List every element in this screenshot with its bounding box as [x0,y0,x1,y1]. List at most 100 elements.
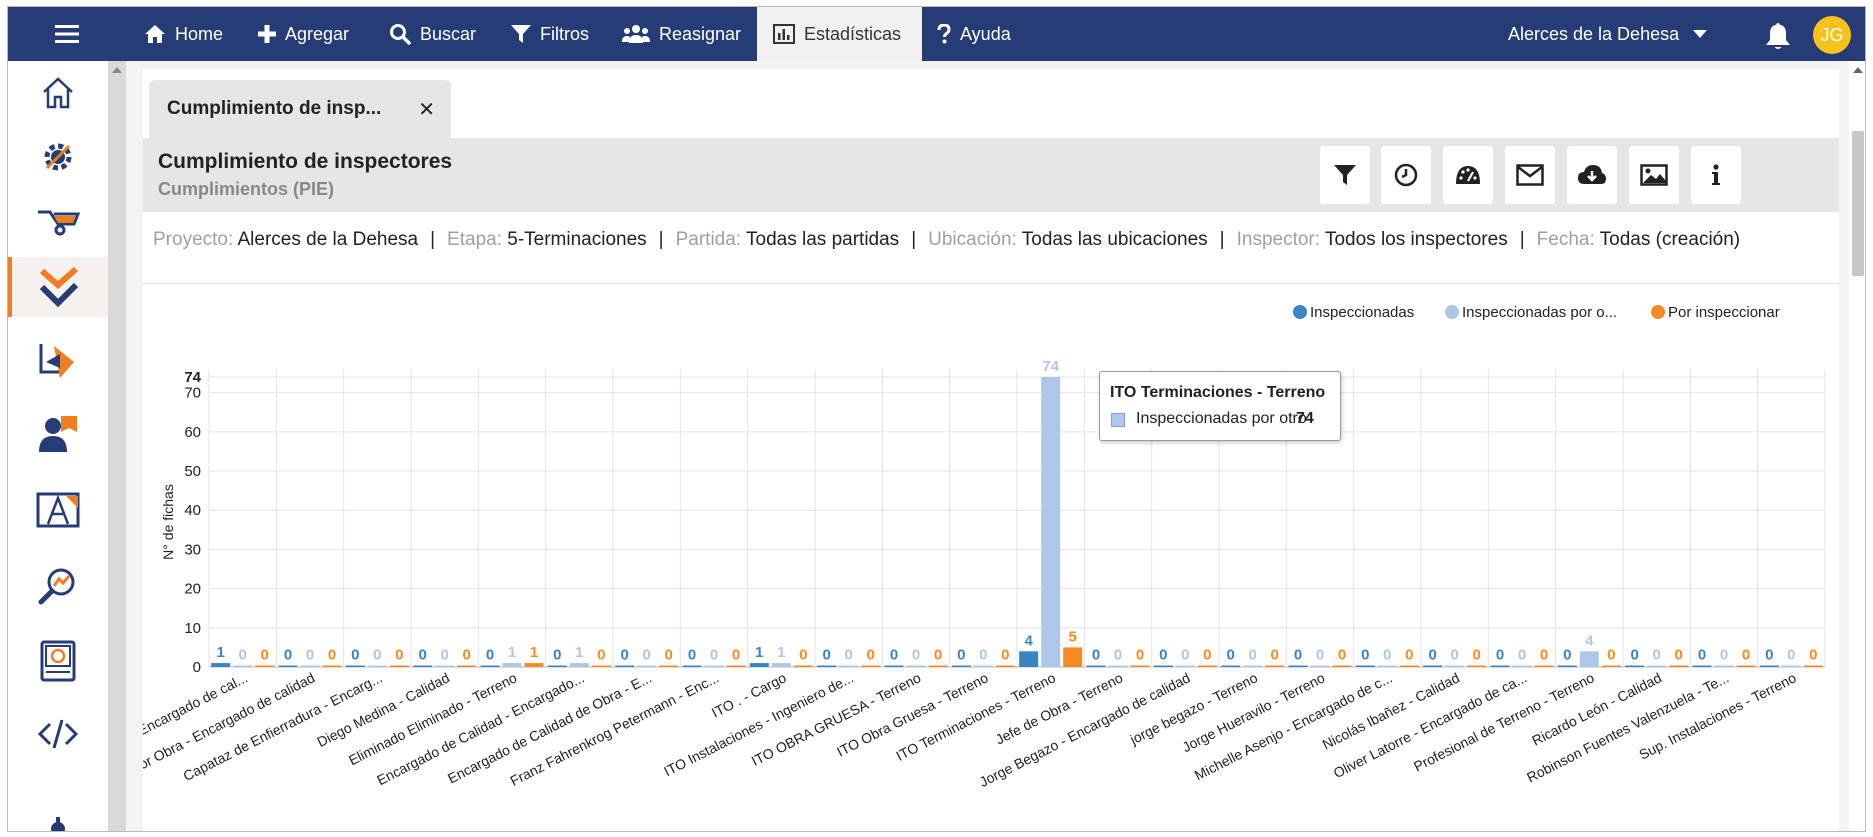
sidebar-item-users[interactable] [8,405,108,465]
bar-value-label: 0 [732,647,740,664]
bar-1 [502,663,522,667]
menu-icon[interactable] [8,7,126,61]
bar-1 [1243,665,1263,667]
bar-value-label: 1 [755,644,763,661]
filter-date-value: Todas (creación) [1599,229,1741,250]
filter-item-key: Partida: [675,229,742,250]
bar-0 [1692,665,1712,667]
filter-inspector-value: Todos los inspectores [1324,229,1508,250]
bar-value-label: 0 [1450,647,1458,664]
notifications-bell-icon[interactable] [1763,21,1793,56]
sidebar-item-inspections[interactable] [8,257,108,317]
tooltip-swatch [1111,413,1125,427]
avatar[interactable]: JG [1813,16,1851,54]
sidebar-item-settings[interactable] [8,127,108,187]
bar-1 [973,665,993,667]
report-header: Cumplimiento de inspectores Cumplimiento… [143,138,1839,212]
bar-value-label: 0 [1765,647,1773,664]
nav-home[interactable]: Home [144,7,223,61]
filter-location-key: Ubicación: [928,229,1017,250]
legend-label: Inspeccionadas [1310,304,1414,321]
nav-agregar[interactable]: Agregar [258,7,349,61]
legend-marker [1651,305,1665,319]
scrollbar-thumb[interactable] [1852,131,1864,276]
bar-1 [839,665,859,667]
filter-inspector-key: Inspector: [1236,229,1321,250]
bar-1 [1445,665,1465,667]
nav-estadisticas-label: Estadísticas [804,23,902,44]
envelope-icon [1516,164,1544,186]
bar-0 [345,665,365,667]
history-button[interactable] [1381,146,1431,204]
y-axis-label: N° de fichas [160,484,176,560]
close-icon[interactable]: ✕ [418,99,435,121]
bar-value-label: 0 [238,647,246,664]
bar-0 [413,665,433,667]
bar-value-label: 0 [260,647,268,664]
code-icon [37,719,79,749]
bar-0 [1490,665,1510,667]
sidebar-item-more[interactable] [8,781,108,831]
bar-value-label: 0 [1405,647,1413,664]
tab-cumplimiento[interactable]: Cumplimiento de insp... ✕ [149,80,451,138]
sidebar-scrollbar[interactable] [108,61,126,831]
question-icon [937,24,951,44]
bar-value-label: 0 [1181,647,1189,664]
bar-0 [1221,665,1241,667]
bar-value-label: 0 [1226,647,1234,664]
bar-value-label: 0 [1248,647,1256,664]
filter-location-value: Todas las ubicaciones [1021,229,1208,250]
bar-1 [367,665,387,667]
nav-estadisticas[interactable]: Estadísticas [757,7,922,61]
sidebar-item-developer[interactable] [8,704,108,764]
filter-icon [1334,165,1356,185]
y-tick-label: 50 [184,463,201,480]
bar-value-label: 0 [1361,647,1369,664]
bar-value-label: 0 [440,647,448,664]
nav-ayuda[interactable]: Ayuda [937,7,1011,61]
sidebar-item-budget[interactable] [8,631,108,691]
bar-value-label: 0 [1809,647,1817,664]
bar-1 [1108,665,1128,667]
sidebar-item-home[interactable] [8,63,108,123]
content-scrollbar[interactable] [1849,61,1865,831]
info-button[interactable] [1691,146,1741,204]
search-icon [390,24,411,45]
filter-summary: Proyecto: Alerces de la Dehesa | Etapa: 5-… [143,212,1839,284]
bar-0 [1355,665,1375,667]
bar-value-label: 0 [1630,647,1638,664]
filter-button[interactable] [1320,146,1370,204]
bar-value-label: 0 [1136,647,1144,664]
sidebar-item-construction[interactable] [8,190,108,250]
y-tick-label: 20 [184,581,201,598]
nav-buscar[interactable]: Buscar [389,7,476,61]
nav-reasignar[interactable]: Reasignar [622,7,741,61]
bar-value-label: 0 [1742,647,1750,664]
bar-value-label: 0 [1698,647,1706,664]
bar-2 [1669,665,1689,667]
dashboard-button[interactable] [1443,146,1493,204]
bar-chart-icon [773,24,795,44]
bar-value-label: 0 [1203,647,1211,664]
bar-value-label: 0 [395,647,403,664]
bar-value-label: 1 [530,644,538,661]
top-nav: Home Agregar Buscar Filtros Reasignar Es… [8,7,1865,61]
tooltip-value: 74 [1296,410,1314,427]
project-selector[interactable]: Alerces de la Dehesa [1508,7,1708,61]
sidebar-item-reports[interactable] [8,555,108,615]
y-tick-label: 74 [184,369,201,386]
bar-0 [1153,665,1173,667]
bar-value-label: 1 [777,644,785,661]
image-button[interactable] [1629,146,1679,204]
email-button[interactable] [1505,146,1555,204]
download-button[interactable] [1567,146,1617,204]
partial-icon [51,817,65,831]
bar-1 [1175,665,1195,667]
sidebar-item-reassign[interactable] [8,330,108,390]
bar-0 [1625,665,1645,667]
nav-filtros[interactable]: Filtros [511,7,589,61]
sidebar-item-plans[interactable] [8,480,108,540]
filter-date-key: Fecha: [1536,229,1595,250]
bar-1 [704,665,724,667]
bar-0 [1759,665,1779,667]
